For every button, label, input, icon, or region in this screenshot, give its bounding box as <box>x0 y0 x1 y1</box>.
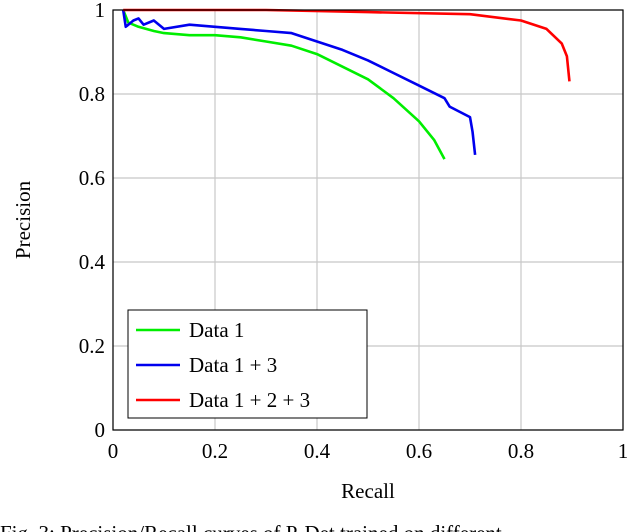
tick-labels: 0 0.2 0.4 0.6 0.8 1 0 0.2 0.4 0.6 0.8 1 <box>79 0 629 463</box>
figure-caption: Fig. 3: Precision/Recall curves of P-Det… <box>0 521 502 532</box>
x-tick-label: 0.8 <box>508 439 534 463</box>
y-tick-label: 0 <box>95 418 106 442</box>
y-tick-label: 0.4 <box>79 250 106 274</box>
series-line-3 <box>123 8 571 82</box>
y-axis-label: Precision <box>11 180 35 259</box>
x-tick-label: 1 <box>618 439 629 463</box>
legend: Data 1 Data 1 + 3 Data 1 + 2 + 3 <box>127 309 368 419</box>
series-line-2 <box>121 9 477 156</box>
y-tick-label: 0.8 <box>79 82 105 106</box>
x-tick-label: 0.6 <box>406 439 432 463</box>
plot-frame <box>112 9 624 431</box>
y-tick-label: 0.2 <box>79 334 105 358</box>
x-tick-label: 0 <box>108 439 119 463</box>
series-line-1 <box>121 9 446 160</box>
x-tick-label: 0.2 <box>202 439 228 463</box>
x-tick-label: 0.4 <box>304 439 331 463</box>
series-lines <box>121 8 571 160</box>
legend-label: Data 1 + 3 <box>189 353 277 377</box>
legend-label: Data 1 <box>189 318 244 342</box>
y-tick-label: 0.6 <box>79 166 105 190</box>
legend-label: Data 1 + 2 + 3 <box>189 388 310 412</box>
y-tick-label: 1 <box>95 0 106 22</box>
x-axis-label: Recall <box>341 479 395 503</box>
